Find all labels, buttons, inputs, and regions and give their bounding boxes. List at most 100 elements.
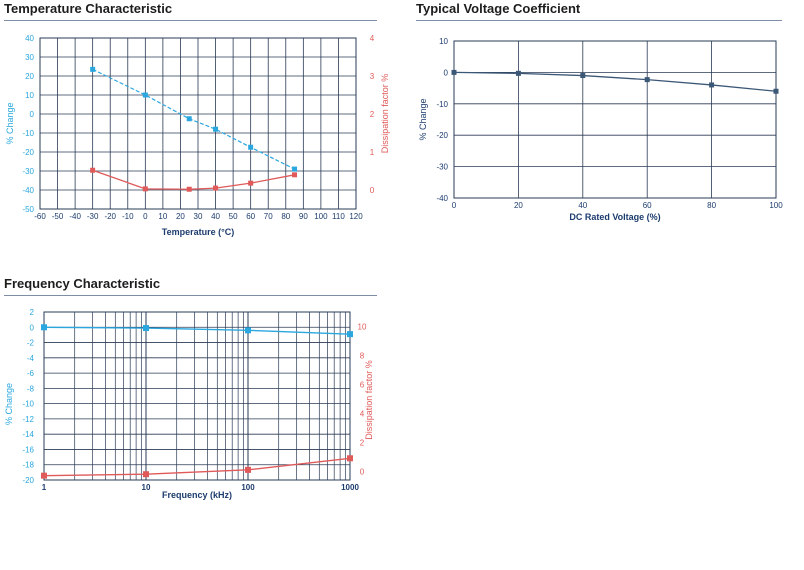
voltage-point [709, 82, 715, 88]
y-tick-label: -50 [22, 205, 34, 214]
x-tick-label: -60 [34, 212, 46, 221]
x-tick-label: 100 [241, 483, 255, 492]
x-tick-label: -30 [87, 212, 99, 221]
percent-change-line [43, 326, 351, 335]
y2-axis-title: Dissipation factor % [364, 360, 374, 440]
x-tick-label: 120 [349, 212, 363, 221]
y2-tick-label: 4 [360, 409, 365, 418]
dissipation-point [245, 466, 251, 473]
voltage-point [773, 88, 779, 94]
dissipation-point [213, 185, 219, 191]
dissipation-point [143, 471, 149, 478]
y2-tick-label: 8 [360, 351, 365, 360]
y2-tick-label: 3 [370, 72, 375, 81]
voltage-chart: 0 20 40 60 80 100 -40 -30 -20 -10 0 10 DC Rated Volt… [418, 37, 783, 222]
x-axis-title: Frequency (kHz) [162, 490, 232, 500]
x-axis-title: Temperature (°C) [162, 227, 234, 237]
x-tick-label: 20 [176, 212, 185, 221]
y2-tick-label: 4 [370, 34, 375, 43]
voltage-line [453, 71, 777, 92]
frequency-chart-title: Frequency Characteristic [4, 276, 161, 291]
plot-frame [453, 40, 777, 199]
y2-tick-label: 2 [360, 438, 365, 447]
y-tick-label: -18 [22, 461, 34, 470]
x-tick-label: 100 [314, 212, 328, 221]
x-tick-label: 1000 [341, 483, 359, 492]
x-tick-label: -10 [122, 212, 134, 221]
dissipation-point [292, 172, 298, 178]
voltage-point [451, 69, 457, 75]
y2-tick-label: 2 [370, 110, 375, 119]
x-tick-label: 100 [769, 201, 783, 210]
percent-change-point [213, 126, 219, 132]
y-tick-label: 0 [444, 68, 449, 77]
y-tick-label: -30 [436, 163, 448, 172]
y2-tick-label: 10 [358, 322, 367, 331]
y-tick-label: 0 [30, 110, 35, 119]
y-tick-label: 0 [30, 323, 35, 332]
plot-frame [39, 37, 357, 210]
y-tick-label: -16 [22, 445, 34, 454]
x-tick-label: 110 [332, 212, 345, 221]
plot-frame [43, 311, 351, 481]
y-axis-title: % Change [418, 98, 428, 140]
y2-axis-title: Dissipation factor % [380, 74, 390, 154]
percent-change-point [292, 166, 298, 172]
y-tick-label: -6 [27, 369, 35, 378]
y-tick-label: -30 [22, 167, 34, 176]
y-tick-label: 10 [439, 37, 448, 46]
y-tick-label: 40 [25, 34, 34, 43]
dissipation-point [186, 186, 192, 192]
x-tick-label: 10 [158, 212, 167, 221]
voltage-chart-title: Typical Voltage Coefficient [416, 1, 581, 16]
x-tick-label: 0 [452, 201, 457, 210]
y2-tick-label: 1 [370, 148, 375, 157]
y2-tick-label: 0 [370, 186, 375, 195]
x-tick-label: 60 [246, 212, 255, 221]
temperature-chart-title: Temperature Characteristic [4, 1, 173, 16]
x-axis-title: DC Rated Voltage (%) [569, 212, 660, 222]
voltage-point [515, 70, 521, 76]
percent-change-point [90, 66, 96, 72]
voltage-point [644, 77, 650, 83]
dissipation-point [248, 180, 254, 186]
y-tick-label: -10 [22, 129, 34, 138]
y-tick-label: -12 [22, 415, 34, 424]
y-tick-label: -20 [22, 476, 34, 485]
x-tick-label: 50 [229, 212, 238, 221]
x-tick-label: -40 [69, 212, 81, 221]
x-tick-label: 30 [194, 212, 203, 221]
x-tick-label: 80 [707, 201, 716, 210]
frequency-chart: 1 10 100 1000 2 0 -2 -4 -6 -8 -10 -12 -14 -16 -18 -20 0 2… [4, 308, 374, 500]
x-tick-label: 40 [211, 212, 220, 221]
dissipation-point [142, 186, 148, 192]
x-tick-label: 90 [299, 212, 308, 221]
temperature-chart: -60 -50 -40 -30 -20 -10 0 10 20 30 40 50 60 70 80 90 100… [5, 34, 390, 237]
x-tick-label: 80 [281, 212, 290, 221]
dissipation-point [90, 167, 96, 173]
x-tick-label: 70 [264, 212, 273, 221]
percent-change-point [143, 325, 149, 332]
x-tick-label: 0 [143, 212, 148, 221]
dissipation-point [347, 455, 353, 462]
percent-change-line [92, 68, 295, 170]
percent-change-point [186, 116, 192, 122]
y-axis-title: % Change [4, 383, 14, 425]
y-tick-label: 2 [30, 308, 35, 317]
y-tick-label: -10 [436, 100, 448, 109]
y-tick-label: -8 [27, 384, 35, 393]
y-tick-label: -14 [22, 430, 34, 439]
voltage-point [580, 73, 586, 79]
x-tick-label: -20 [104, 212, 116, 221]
y-axis-title: % Change [5, 102, 15, 144]
temperature-title-rule [4, 20, 377, 21]
y-tick-label: -40 [22, 186, 34, 195]
percent-change-point [347, 331, 353, 338]
y-tick-label: 30 [25, 53, 34, 62]
dissipation-line [92, 169, 295, 190]
x-tick-label: 60 [643, 201, 652, 210]
x-tick-label: 40 [578, 201, 587, 210]
y2-tick-label: 0 [360, 467, 365, 476]
y2-tick-label: 6 [360, 380, 365, 389]
